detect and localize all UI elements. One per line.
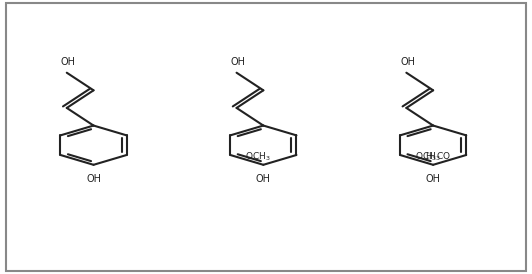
Text: OH: OH (256, 173, 271, 184)
Text: OH: OH (401, 57, 415, 67)
Text: OH: OH (231, 57, 246, 67)
Text: OCH$_3$: OCH$_3$ (415, 151, 440, 163)
Text: OH: OH (426, 173, 440, 184)
Text: OH: OH (61, 57, 76, 67)
Text: H$_3$CO: H$_3$CO (426, 151, 451, 163)
Text: OH: OH (86, 173, 101, 184)
FancyBboxPatch shape (6, 3, 526, 271)
Text: OCH$_3$: OCH$_3$ (245, 151, 271, 163)
